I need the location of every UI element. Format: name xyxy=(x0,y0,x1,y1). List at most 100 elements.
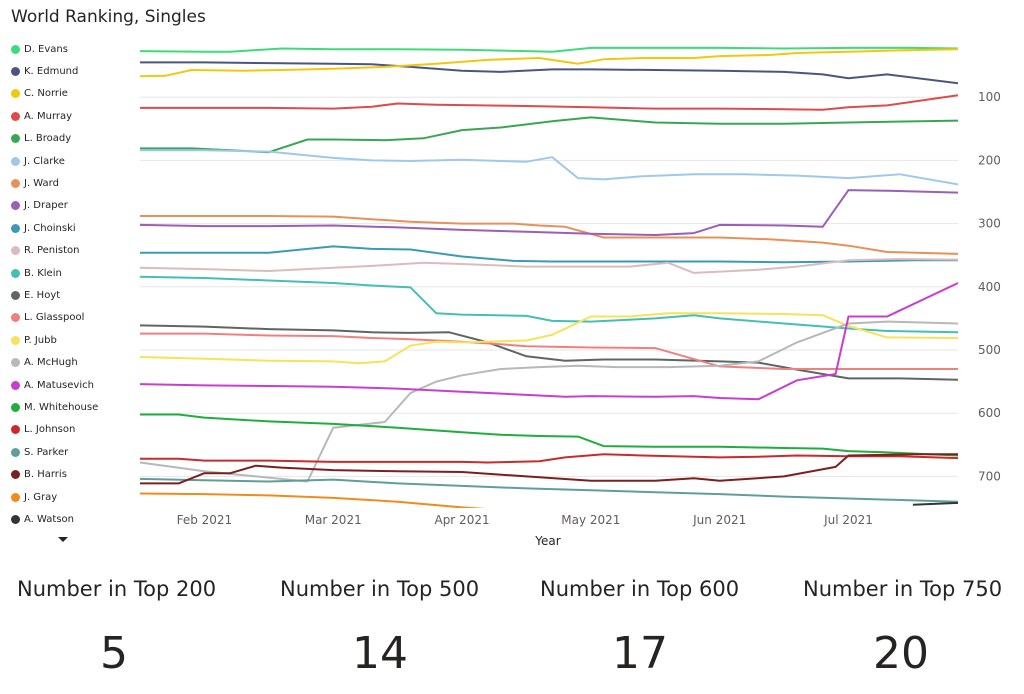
legend-swatch-icon xyxy=(11,358,20,368)
legend-label: J. Clarke xyxy=(24,155,65,167)
series-line-j-draper xyxy=(140,189,958,236)
legend-item-s-parker[interactable]: S. Parker xyxy=(11,441,126,463)
legend-swatch-icon xyxy=(11,514,20,524)
legend-swatch-icon xyxy=(11,313,20,323)
series-line-b-harris xyxy=(140,453,958,485)
series-line-c-norrie xyxy=(140,48,958,78)
legend-label: L. Johnson xyxy=(24,424,76,436)
legend-item-b-klein[interactable]: B. Klein xyxy=(11,262,126,284)
series-line-a-murray xyxy=(140,94,958,111)
series-line-s-parker xyxy=(140,477,958,503)
series-line-a-watson xyxy=(912,501,958,506)
legend-item-j-gray[interactable]: J. Gray xyxy=(11,486,126,508)
y-tick-label: 600 xyxy=(978,406,1001,420)
legend-label: J. Draper xyxy=(24,200,68,212)
legend-swatch-icon xyxy=(11,246,20,256)
legend-swatch-icon xyxy=(11,335,20,345)
legend-item-l-glasspool[interactable]: L. Glasspool xyxy=(11,307,126,329)
legend-item-p-jubb[interactable]: P. Jubb xyxy=(11,329,126,351)
legend-item-r-peniston[interactable]: R. Peniston xyxy=(11,240,126,262)
kpi-value-top-750: 20 xyxy=(873,628,929,679)
legend-label: P. Jubb xyxy=(24,334,57,346)
legend-label: R. Peniston xyxy=(24,245,80,257)
series-line-l-broady xyxy=(140,116,958,154)
legend-swatch-icon xyxy=(11,156,20,166)
legend-item-a-murray[interactable]: A. Murray xyxy=(11,105,126,127)
kpi-label-top-750: Number in Top 750 xyxy=(803,577,1003,601)
series-line-m-whitehouse xyxy=(140,413,958,457)
x-tick-label: Feb 2021 xyxy=(177,513,233,527)
series-line-a-mchugh xyxy=(140,320,958,483)
legend-swatch-icon xyxy=(11,380,20,390)
kpi-value-top-200: 5 xyxy=(100,628,128,679)
x-tick-label: Mar 2021 xyxy=(305,513,362,527)
y-tick-label: 500 xyxy=(978,343,1001,357)
legend-swatch-icon xyxy=(11,134,20,144)
legend-label: S. Parker xyxy=(24,446,69,458)
legend-label: J. Choinski xyxy=(24,222,76,234)
y-tick-label: 100 xyxy=(978,90,1001,104)
legend-item-c-norrie[interactable]: C. Norrie xyxy=(11,83,126,105)
legend-item-a-matusevich[interactable]: A. Matusevich xyxy=(11,374,126,396)
y-tick-label: 400 xyxy=(978,280,1001,294)
series-line-p-jubb xyxy=(140,312,958,365)
x-tick-label: Jun 2021 xyxy=(692,513,746,527)
legend-label: L. Broady xyxy=(24,133,72,145)
legend-swatch-icon xyxy=(11,179,20,189)
legend-label: A. Murray xyxy=(24,110,73,122)
series-line-a-matusevich xyxy=(140,282,958,401)
line-chart: 100 200 300 400 500 600 700 Feb 2021 Mar 2021 Apr… xyxy=(140,46,1001,548)
legend-item-a-mchugh[interactable]: A. McHugh xyxy=(11,351,126,373)
legend-swatch-icon xyxy=(11,89,20,99)
series-line-d-evans xyxy=(140,46,958,53)
y-tick-label: 700 xyxy=(978,469,1001,483)
series-line-r-peniston xyxy=(140,258,958,274)
legend-swatch-icon xyxy=(11,201,20,211)
y-tick-label: 200 xyxy=(978,153,1001,167)
legend-item-m-whitehouse[interactable]: M. Whitehouse xyxy=(11,396,126,418)
legend-label: C. Norrie xyxy=(24,88,68,100)
legend-swatch-icon xyxy=(11,470,20,480)
series-line-e-hoyt xyxy=(140,324,958,381)
legend-item-j-ward[interactable]: J. Ward xyxy=(11,172,126,194)
legend-item-j-draper[interactable]: J. Draper xyxy=(11,195,126,217)
legend-label: J. Gray xyxy=(24,491,58,503)
legend-swatch-icon xyxy=(11,447,20,457)
legend-label: A. Matusevich xyxy=(24,379,94,391)
legend-item-a-watson[interactable]: A. Watson xyxy=(11,508,126,530)
legend-item-j-clarke[interactable]: J. Clarke xyxy=(11,150,126,172)
legend-label: J. Ward xyxy=(24,178,59,190)
legend-item-j-choinski[interactable]: J. Choinski xyxy=(11,217,126,239)
series-line-j-choinski xyxy=(140,245,958,264)
legend-label: K. Edmund xyxy=(24,66,79,78)
kpi-label-top-200: Number in Top 200 xyxy=(17,577,217,601)
legend-scroll-down-icon[interactable] xyxy=(58,537,68,542)
x-axis-title: Year xyxy=(534,534,560,548)
series-line-l-glasspool xyxy=(140,332,958,370)
legend-item-e-hoyt[interactable]: E. Hoyt xyxy=(11,284,126,306)
legend-item-b-harris[interactable]: B. Harris xyxy=(11,463,126,485)
legend: D. Evans K. Edmund C. Norrie A. Murray L. Br… xyxy=(11,38,126,531)
legend-swatch-icon xyxy=(11,402,20,412)
legend-swatch-icon xyxy=(11,290,20,300)
series-line-j-gray xyxy=(140,492,486,508)
series-line-k-edmund xyxy=(140,61,958,85)
legend-label: D. Evans xyxy=(24,43,68,55)
legend-label: E. Hoyt xyxy=(24,289,61,301)
legend-swatch-icon xyxy=(11,268,20,278)
series-line-l-johnson xyxy=(140,453,958,464)
y-tick-label: 300 xyxy=(978,217,1001,231)
legend-item-l-broady[interactable]: L. Broady xyxy=(11,128,126,150)
series-line-b-klein xyxy=(140,275,958,334)
kpi-label-top-600: Number in Top 600 xyxy=(540,577,740,601)
series-line-j-ward xyxy=(140,215,958,255)
legend-item-k-edmund[interactable]: K. Edmund xyxy=(11,60,126,82)
legend-swatch-icon xyxy=(11,111,20,121)
legend-item-l-johnson[interactable]: L. Johnson xyxy=(11,419,126,441)
legend-swatch-icon xyxy=(11,44,20,54)
kpi-value-top-600: 17 xyxy=(612,628,668,679)
kpi-value-top-500: 14 xyxy=(352,628,408,679)
legend-label: A. Watson xyxy=(24,513,74,525)
legend-item-d-evans[interactable]: D. Evans xyxy=(11,38,126,60)
legend-label: L. Glasspool xyxy=(24,312,85,324)
